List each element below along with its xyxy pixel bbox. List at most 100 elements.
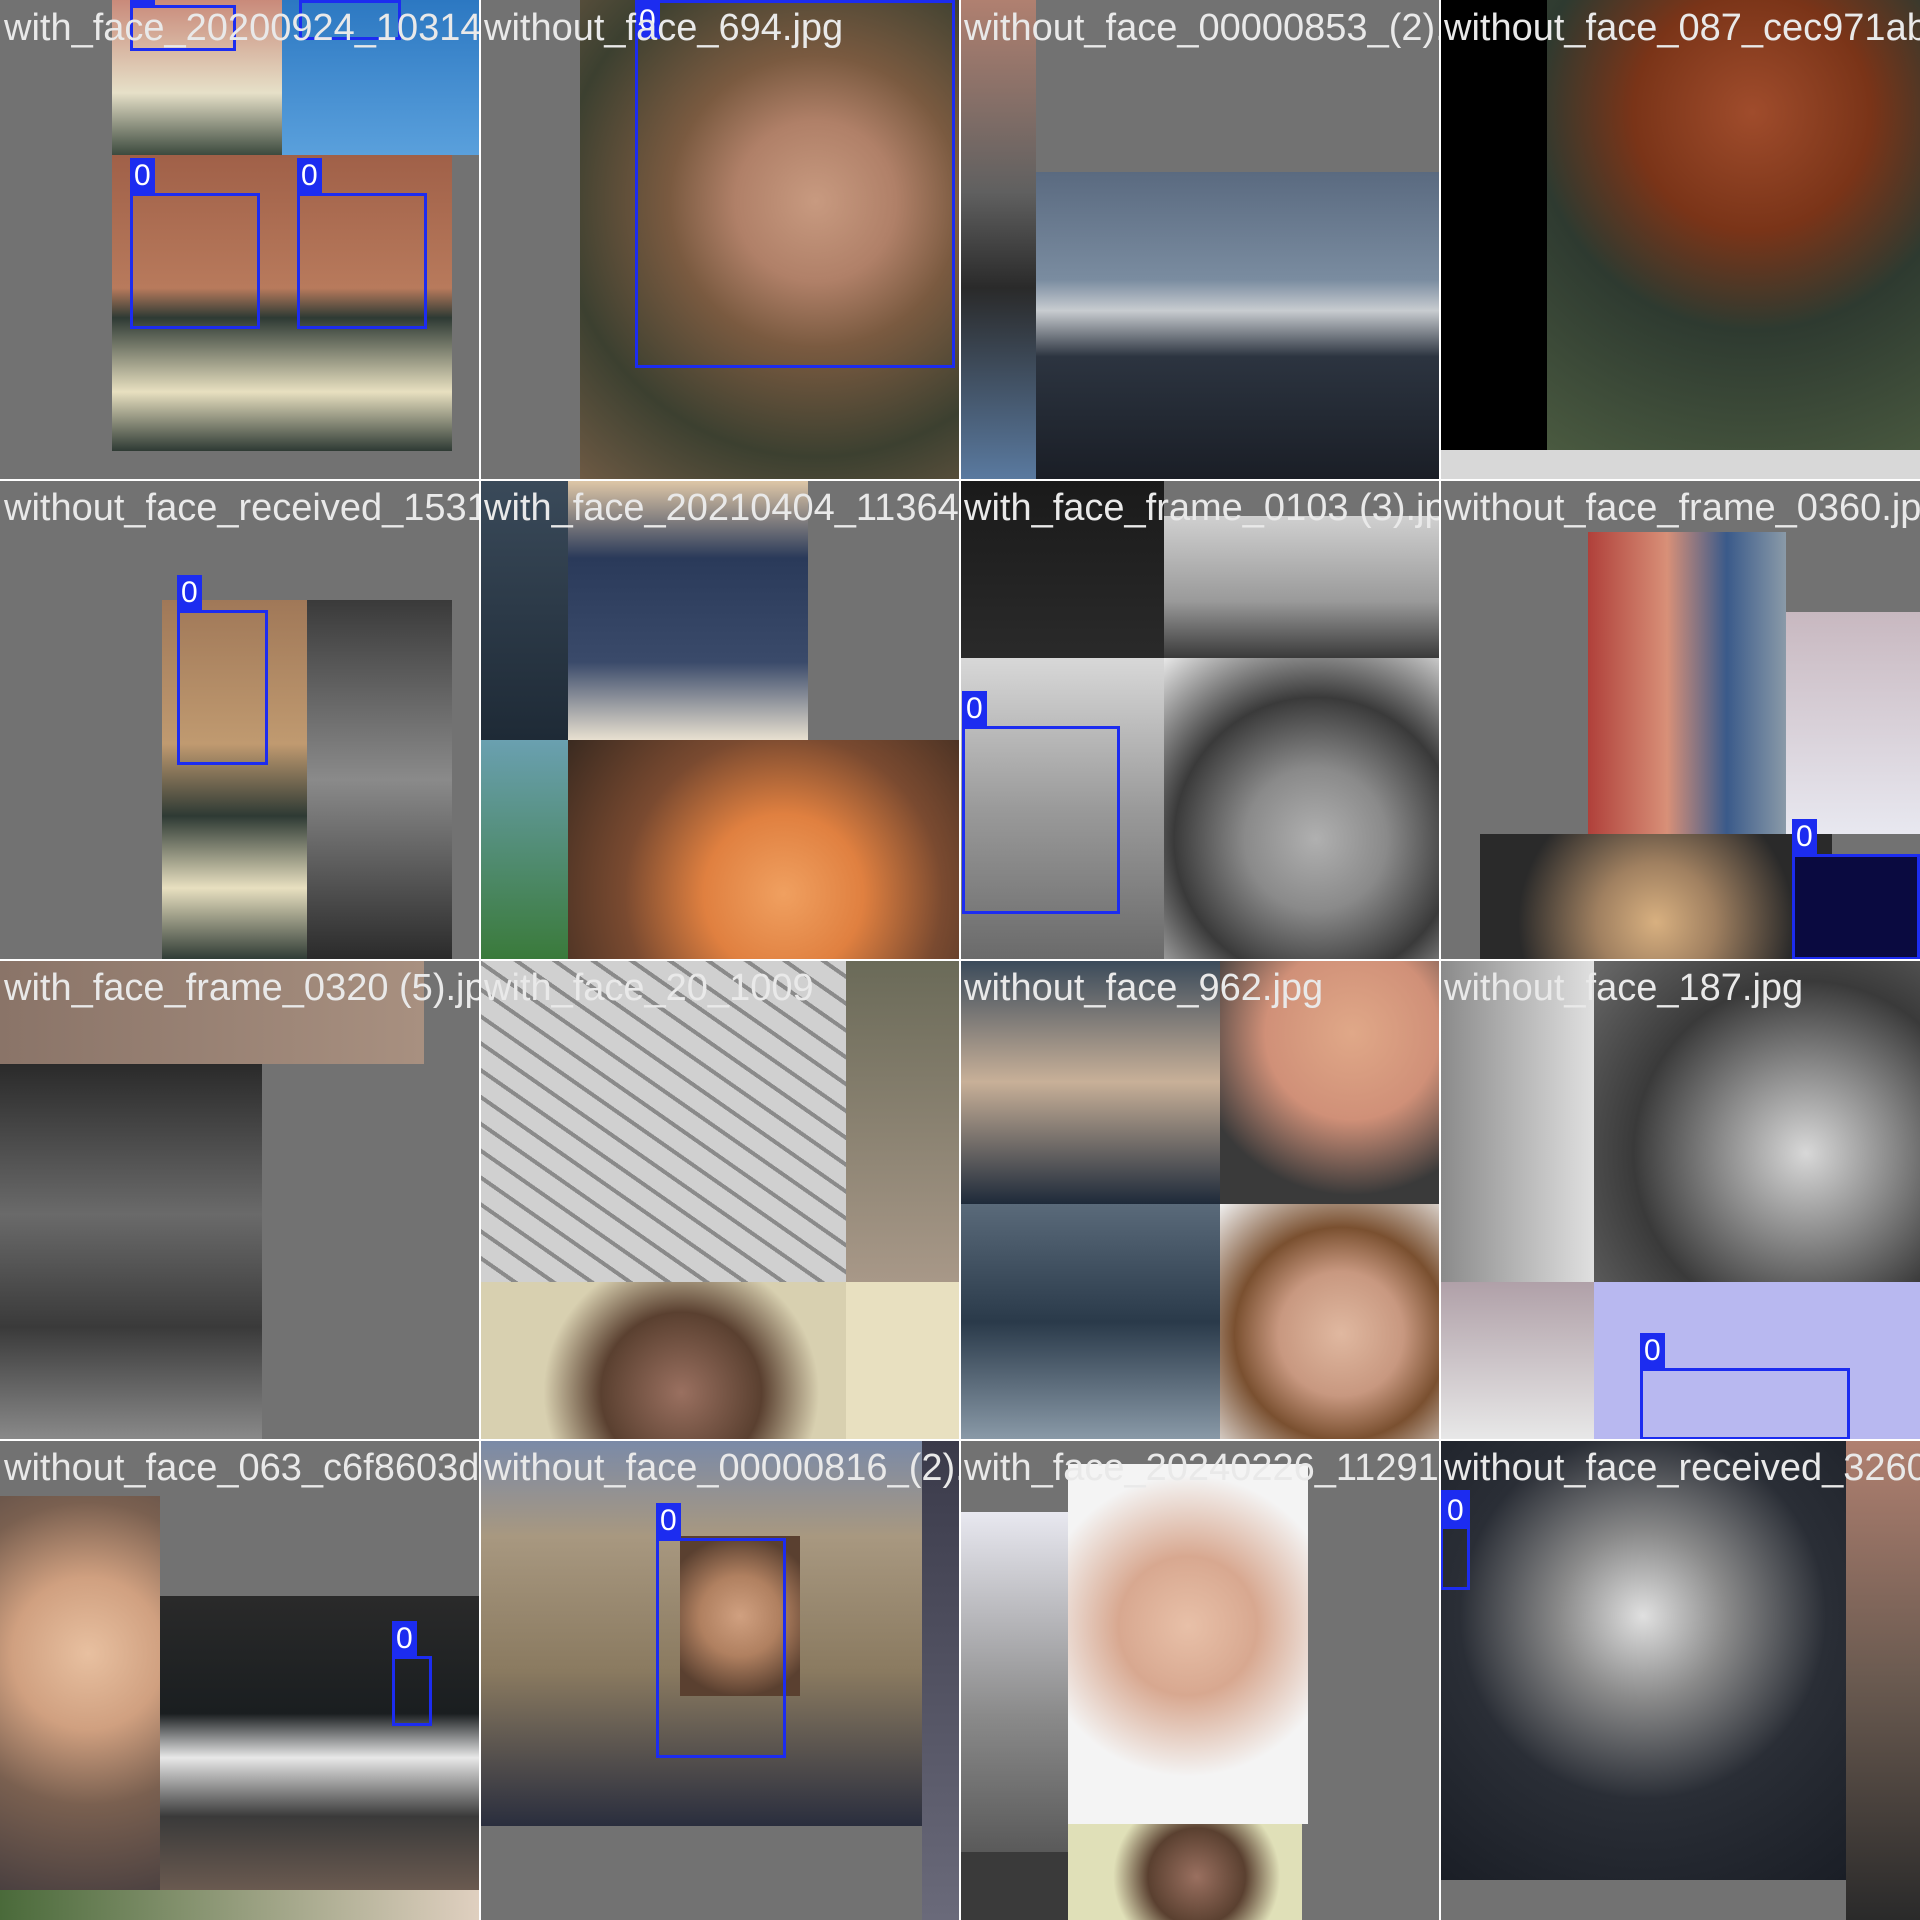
photo-region [1164,658,1440,960]
photo-region [0,960,424,1064]
photo-region [960,1512,1068,1852]
photo-region [1164,516,1440,658]
detection-label: 0 [962,691,987,727]
image-caption: with_face_frame_0103 (3).jpg [964,487,1440,529]
image-caption: with_face_frame_0320 (5).jpg [4,967,480,1009]
image-tile: 0 without_face_received_1531 [0,480,480,960]
photo-region [0,1064,262,1440]
photo-region [162,600,307,960]
photo-region [1220,960,1440,1204]
detection-box: 0 [130,158,260,329]
image-tile: 0 without_face_187.jpg [1440,960,1920,1440]
image-tile: without_face_087_cec971ab [1440,0,1920,480]
photo-region [1547,0,1920,450]
photo-region [1440,960,1594,1282]
photo-region [1440,0,1547,450]
image-tile: 0 without_face_00000816_(2).jpg [480,1440,960,1920]
image-tile: with_face_20210404_113643 [480,480,960,960]
photo-region [1068,1464,1308,1824]
image-caption: with_face_20200924_103142.jpg [4,7,480,49]
photo-region [160,1596,480,1890]
detection-box: 0 [130,0,236,51]
image-tile: 0 without_face_received_3260 [1440,1440,1920,1920]
detection-box: 0 [299,0,401,40]
photo-region [568,480,808,740]
photo-region [960,658,1164,960]
image-caption: without_face_received_1531 [4,487,480,529]
detection-label: 0 [1792,819,1817,855]
detection-box: 0 [1792,819,1920,960]
photo-region [480,740,568,960]
photo-region [1068,1824,1302,1920]
detection-label: 0 [1443,1493,1468,1529]
image-tile: 0 without_face_694.jpg [480,0,960,480]
image-tile: 0 without_face_frame_0360.jpg [1440,480,1920,960]
image-caption: without_face_frame_0360.jpg [1444,487,1920,529]
photo-region [960,1852,1068,1920]
photo-region [846,960,960,1282]
photo-region [846,1282,960,1440]
image-caption: without_face_087_cec971ab [1444,7,1920,49]
photo-region [1792,856,1920,960]
photo-region [480,960,846,1282]
detection-box: 0 [1440,1490,1470,1590]
photo-region [112,155,282,451]
grid-divider [0,959,1920,961]
photo-region [307,600,452,960]
detection-box: 0 [392,1621,432,1726]
image-tile: 0 without_face_063_c6f8603d.jpg [0,1440,480,1920]
photo-region [112,0,282,155]
photo-region [1588,532,1786,834]
grid-divider [0,479,1920,481]
image-caption: without_face_received_3260 [1444,1447,1920,1489]
detection-label: 0 [130,158,155,194]
detection-label: 0 [656,1503,681,1539]
image-tile: without_face_00000853_(2).jpg [960,0,1440,480]
detection-box: 0 [656,1503,786,1758]
detection-box: 0 [1640,1333,1850,1440]
image-caption: without_face_694.jpg [484,7,844,49]
detection-box: 0 [962,691,1120,914]
photo-region [1786,612,1920,834]
photo-region [480,1282,846,1440]
photo-region [960,480,1164,658]
photo-region [1036,172,1440,480]
detection-label: 0 [1640,1333,1665,1369]
photo-region [0,1890,480,1920]
photo-region [1480,834,1832,960]
image-caption: without_face_00000816_(2).jpg [484,1447,960,1489]
photo-region [568,740,960,960]
image-caption: without_face_00000853_(2).jpg [964,7,1440,49]
photo-region [922,1440,960,1920]
photo-region [960,0,1036,480]
image-caption: with_face_20_1009 [484,967,814,1009]
detection-label: 0 [299,0,324,1]
image-caption: without_face_962.jpg [964,967,1324,1009]
image-caption: without_face_063_c6f8603d.jpg [4,1447,480,1489]
photo-region [580,0,960,480]
photo-region [282,0,480,155]
photo-region [1220,1204,1440,1440]
photo-region [0,1496,160,1890]
photo-region [680,1536,800,1696]
photo-region [960,1204,1220,1440]
image-caption: with_face_20210404_113643 [484,487,960,529]
image-caption: with_face_20240226_11291 [964,1447,1439,1489]
photo-region [1846,1440,1920,1920]
detection-box: 0 [297,158,427,329]
detection-box: 0 [635,0,955,368]
detection-label: 0 [392,1621,417,1657]
image-tile: 0 with_face_frame_0103 (3).jpg [960,480,1440,960]
photo-region [1440,1440,1846,1880]
detection-label: 0 [130,0,155,6]
photo-region [1594,960,1920,1282]
detection-label: 0 [177,575,202,611]
detection-label: 0 [297,158,322,194]
photo-region [960,960,1220,1204]
image-tile: 0 0 0 0 with_face_20200924_103142.jpg [0,0,480,480]
photo-region [1440,1282,1594,1440]
detection-label: 0 [635,3,660,39]
image-caption: without_face_187.jpg [1444,967,1804,1009]
photo-region [1440,450,1920,480]
